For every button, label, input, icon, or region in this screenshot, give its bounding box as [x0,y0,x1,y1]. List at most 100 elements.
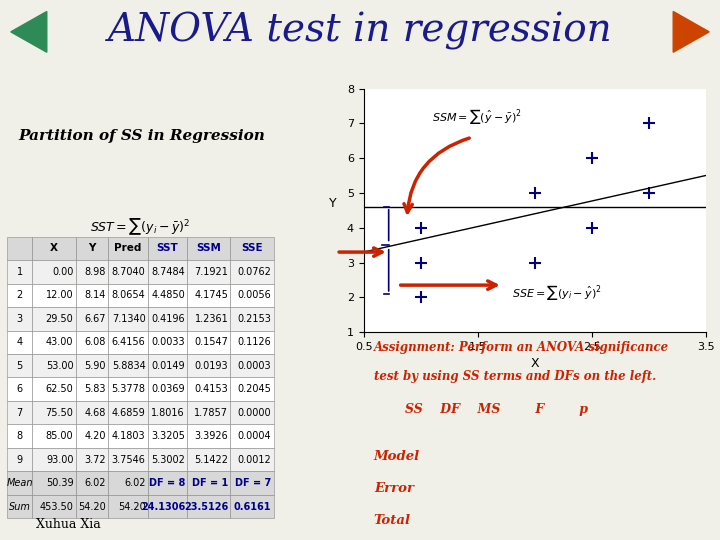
Text: 54.20: 54.20 [117,502,145,511]
Text: 0.0149: 0.0149 [151,361,185,371]
Bar [76,307,108,330]
Text: 5.83: 5.83 [84,384,106,394]
Text: Y: Y [88,244,96,253]
Bar [187,495,230,518]
Bar [148,377,187,401]
Bar [7,401,32,424]
Text: 1: 1 [17,267,23,277]
Text: Total: Total [374,514,411,527]
Text: 5.3002: 5.3002 [151,455,185,464]
Text: 0.6161: 0.6161 [234,502,271,511]
Text: $SSM = \sum(\hat{y} - \bar{y})^2$: $SSM = \sum(\hat{y} - \bar{y})^2$ [432,107,522,126]
Text: 1.7857: 1.7857 [194,408,228,418]
Text: 93.00: 93.00 [46,455,73,464]
Text: DF = 8: DF = 8 [148,478,185,488]
Bar [32,471,76,495]
Bar [230,307,274,330]
Bar [108,354,148,377]
Y-axis label: Y: Y [329,197,337,210]
Bar [230,260,274,284]
Text: 53.00: 53.00 [46,361,73,371]
Text: $SSE = \sum(y_i - \hat{y})^2$: $SSE = \sum(y_i - \hat{y})^2$ [512,282,601,301]
Bar [76,495,108,518]
Text: 4.6859: 4.6859 [112,408,145,418]
Polygon shape [673,11,709,52]
Bar [7,448,32,471]
Text: 0.2153: 0.2153 [238,314,271,324]
Text: 6.67: 6.67 [84,314,106,324]
Text: 5: 5 [17,361,23,371]
Bar [32,307,76,330]
Text: 8.7484: 8.7484 [151,267,185,277]
Bar [7,284,32,307]
Bar [32,377,76,401]
Bar [148,307,187,330]
Text: 54.20: 54.20 [78,502,106,511]
Bar [7,330,32,354]
Text: 0.0056: 0.0056 [238,291,271,300]
Text: SS    DF    MS        F        p: SS DF MS F p [405,403,588,416]
Text: 24.1306: 24.1306 [141,502,185,511]
Text: 0.0004: 0.0004 [238,431,271,441]
Text: SST: SST [156,244,179,253]
Bar [230,471,274,495]
Bar [230,237,274,260]
Text: Mean: Mean [6,478,33,488]
Text: Pred: Pred [114,244,142,253]
Bar [76,471,108,495]
Bar [76,401,108,424]
Text: 0.0003: 0.0003 [238,361,271,371]
Text: 0.1547: 0.1547 [194,338,228,347]
Bar [76,448,108,471]
Bar [230,401,274,424]
Bar [148,495,187,518]
Text: SSE: SSE [241,244,263,253]
Bar [108,237,148,260]
Bar [187,424,230,448]
Text: 453.50: 453.50 [40,502,73,511]
Text: 3.72: 3.72 [84,455,106,464]
Bar [148,260,187,284]
X-axis label: X: X [531,357,539,370]
Bar [32,284,76,307]
Text: 8.98: 8.98 [84,267,106,277]
Bar [76,330,108,354]
Bar [7,471,32,495]
Bar [148,330,187,354]
Text: Partition of SS in Regression: Partition of SS in Regression [18,129,265,143]
Bar [108,307,148,330]
Bar [32,354,76,377]
Bar [7,260,32,284]
Text: 0.0000: 0.0000 [238,408,271,418]
Bar [32,260,76,284]
Bar [230,495,274,518]
Bar [7,495,32,518]
Text: 75.50: 75.50 [45,408,73,418]
Text: 4: 4 [17,338,23,347]
Text: 12.00: 12.00 [46,291,73,300]
Bar [187,448,230,471]
Bar [32,448,76,471]
Bar [148,424,187,448]
Bar [230,284,274,307]
Bar [187,377,230,401]
Bar [108,330,148,354]
Bar [76,284,108,307]
Bar [187,260,230,284]
Text: 9: 9 [17,455,23,464]
Bar [230,354,274,377]
Bar [108,377,148,401]
Polygon shape [11,11,47,52]
Text: 4.4850: 4.4850 [151,291,185,300]
Bar [187,237,230,260]
Text: Xuhua Xia: Xuhua Xia [36,518,101,531]
Text: 4.20: 4.20 [84,431,106,441]
Text: 8.14: 8.14 [84,291,106,300]
Text: 6.08: 6.08 [84,338,106,347]
Text: 0.0193: 0.0193 [194,361,228,371]
Bar [187,330,230,354]
Bar [230,377,274,401]
Bar [32,237,76,260]
Text: 3: 3 [17,314,23,324]
Text: 85.00: 85.00 [46,431,73,441]
